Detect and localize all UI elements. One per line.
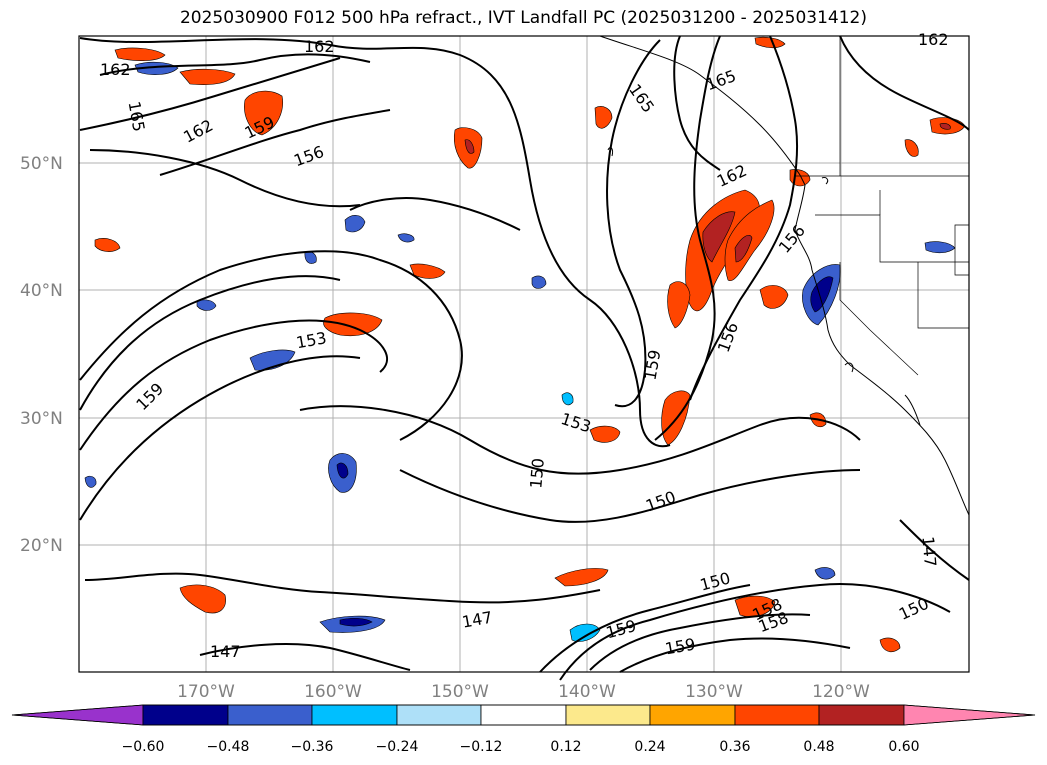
lat-label: 40°N xyxy=(20,281,63,301)
lon-label: 160°W xyxy=(304,682,362,702)
longitude-labels: 170°W 160°W 150°W 140°W 130°W 120°W xyxy=(177,682,870,702)
colorbar-swatch xyxy=(649,704,736,726)
colorbar-outline xyxy=(11,704,1036,726)
lon-label: 170°W xyxy=(177,682,235,702)
colorbar-tick: 0.24 xyxy=(634,739,665,755)
colorbar-swatch xyxy=(903,704,1036,726)
colorbar-tick: 0.60 xyxy=(888,739,919,755)
colorbar-swatch xyxy=(480,704,567,726)
colorbar-tick: −0.60 xyxy=(122,739,165,755)
coastlines xyxy=(599,35,970,516)
ivt-positive-shading xyxy=(94,36,966,653)
colorbar-tick: −0.24 xyxy=(376,739,419,755)
contour-label: 162 xyxy=(100,60,131,79)
latitude-labels: 50°N 40°N 30°N 20°N xyxy=(20,154,63,556)
contour-label: 147 xyxy=(918,536,940,568)
colorbar-tick: 0.48 xyxy=(803,739,834,755)
map-background xyxy=(79,36,969,672)
colorbar-swatch xyxy=(311,704,398,726)
lon-label: 130°W xyxy=(685,682,743,702)
colorbar-tick: 0.36 xyxy=(719,739,750,755)
colorbar-tick: −0.12 xyxy=(460,739,503,755)
colorbar xyxy=(11,704,1036,726)
colorbar-swatch xyxy=(227,704,313,726)
lat-label: 50°N xyxy=(20,154,63,174)
contour-label: 150 xyxy=(526,457,548,489)
contour-label: 162 xyxy=(918,30,949,49)
colorbar-swatch xyxy=(11,704,144,726)
colorbar-swatch xyxy=(818,704,905,726)
map-title: 2025030900 F012 500 hPa refract., IVT La… xyxy=(179,8,867,28)
colorbar-swatch xyxy=(565,704,651,726)
ivt-negative-shading xyxy=(84,61,956,642)
colorbar-swatch xyxy=(142,704,229,726)
lat-label: 30°N xyxy=(20,409,63,429)
lon-label: 140°W xyxy=(558,682,616,702)
colorbar-tick: −0.48 xyxy=(207,739,250,755)
colorbar-tick: −0.36 xyxy=(291,739,334,755)
colorbar-tick: 0.12 xyxy=(550,739,581,755)
contour-label: 162 xyxy=(304,37,335,56)
lon-label: 150°W xyxy=(431,682,489,702)
contour-label: 147 xyxy=(210,642,241,661)
graticule xyxy=(79,36,969,672)
refractivity-contours xyxy=(79,35,970,681)
lat-label: 20°N xyxy=(20,536,63,556)
map-frame xyxy=(78,35,970,673)
lon-label: 120°W xyxy=(812,682,870,702)
colorbar-swatch xyxy=(396,704,482,726)
colorbar-swatch xyxy=(734,704,820,726)
colorbar-tick-labels: −0.60 −0.48 −0.36 −0.24 −0.12 0.12 0.24 … xyxy=(122,739,920,755)
